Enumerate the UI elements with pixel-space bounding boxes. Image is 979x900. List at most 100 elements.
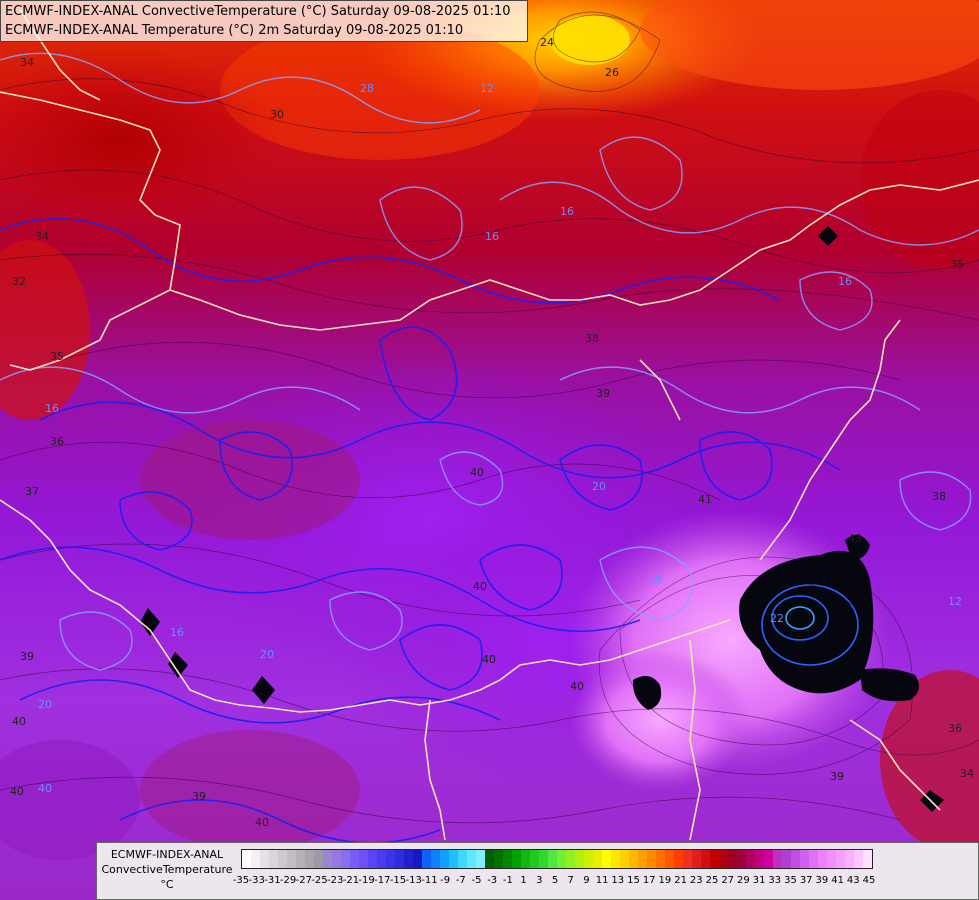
contour-label: 38 bbox=[932, 490, 946, 503]
legend-swatch bbox=[557, 850, 566, 868]
legend-swatch bbox=[755, 850, 764, 868]
legend-swatch bbox=[854, 850, 863, 868]
legend-swatch bbox=[314, 850, 323, 868]
contour-label: 16 bbox=[838, 275, 852, 288]
legend-swatch bbox=[800, 850, 809, 868]
legend-swatch bbox=[737, 850, 746, 868]
legend-swatch bbox=[764, 850, 773, 868]
legend-tick-label: -23 bbox=[327, 875, 344, 886]
legend-swatch bbox=[341, 850, 350, 868]
contour-label: 39 bbox=[20, 650, 34, 663]
legend-swatch bbox=[377, 850, 386, 868]
legend-swatch bbox=[449, 850, 458, 868]
legend-swatch bbox=[287, 850, 296, 868]
contour-label: 16 bbox=[170, 626, 184, 639]
contour-label: 37 bbox=[25, 485, 39, 498]
legend-swatch bbox=[422, 850, 431, 868]
legend-title-parameter: ConvectiveTemperature bbox=[101, 863, 233, 876]
contour-label: 30 bbox=[270, 108, 284, 121]
legend-tick-label: 5 bbox=[551, 875, 559, 886]
legend-tick-label: 13 bbox=[611, 875, 625, 886]
contour-label: 40 bbox=[470, 466, 484, 479]
legend-tick-label: 25 bbox=[705, 875, 719, 886]
contour-label: 36 bbox=[50, 435, 64, 448]
legend-swatch bbox=[440, 850, 449, 868]
legend-tick-label: 37 bbox=[799, 875, 813, 886]
legend-tick-label: -17 bbox=[374, 875, 391, 886]
legend-swatch bbox=[674, 850, 683, 868]
legend-swatch bbox=[719, 850, 728, 868]
header-temperature-line: ECMWF-INDEX-ANAL Temperature (°C) 2m Sat… bbox=[5, 23, 464, 38]
legend-swatch bbox=[404, 850, 413, 868]
contour-label: 38 bbox=[585, 332, 599, 345]
legend-swatch bbox=[467, 850, 476, 868]
legend-tick-label: 31 bbox=[752, 875, 766, 886]
contour-labels: 34 30 26 28 24 12 16 16 16 34 32 35 36 37 16 38 39 40 40 41… bbox=[10, 36, 974, 829]
map-header: ECMWF-INDEX-ANAL ConvectiveTemperature (… bbox=[0, 0, 528, 42]
legend-tick-label: 29 bbox=[737, 875, 750, 886]
legend-swatch bbox=[683, 850, 692, 868]
legend-swatch bbox=[269, 850, 278, 868]
contour-label: 22 bbox=[770, 612, 784, 625]
contour-label: 26 bbox=[605, 66, 619, 79]
legend-swatch bbox=[386, 850, 395, 868]
legend-tick-label: -1 bbox=[502, 875, 513, 886]
legend-swatch bbox=[296, 850, 305, 868]
contour-label: 39 bbox=[596, 387, 610, 400]
contour-label: 16 bbox=[560, 205, 574, 218]
legend-swatch bbox=[746, 850, 755, 868]
contour-label: 18 bbox=[648, 573, 662, 586]
legend-tick-label: -3 bbox=[487, 875, 498, 886]
contour-label: 34 bbox=[35, 230, 49, 243]
contour-label: 34 bbox=[20, 56, 34, 69]
legend-swatch bbox=[827, 850, 836, 868]
legend-unit: °C bbox=[160, 878, 174, 891]
color-legend: ECMWF-INDEX-ANAL ConvectiveTemperature °… bbox=[96, 842, 979, 900]
header-convective-line: ECMWF-INDEX-ANAL ConvectiveTemperature (… bbox=[5, 4, 511, 19]
legend-tick-label: 35 bbox=[784, 875, 797, 886]
legend-tick-label: -15 bbox=[389, 875, 407, 886]
legend-title: ECMWF-INDEX-ANAL ConvectiveTemperature °… bbox=[97, 847, 237, 892]
contour-label: 43 bbox=[848, 532, 862, 545]
legend-swatch bbox=[728, 850, 737, 868]
legend-swatch bbox=[611, 850, 620, 868]
contour-label: 35 bbox=[950, 258, 964, 271]
legend-tick-label: 15 bbox=[627, 875, 640, 886]
legend-tick-label: 7 bbox=[567, 875, 574, 886]
legend-swatch bbox=[818, 850, 827, 868]
legend-swatch bbox=[458, 850, 467, 868]
contour-label: 12 bbox=[480, 82, 494, 95]
contour-label: 20 bbox=[38, 698, 52, 711]
legend-swatch bbox=[809, 850, 818, 868]
legend-swatch bbox=[638, 850, 647, 868]
legend-swatch bbox=[629, 850, 638, 868]
contour-label: 12 bbox=[948, 595, 962, 608]
legend-swatch bbox=[701, 850, 710, 868]
contour-label: 39 bbox=[192, 790, 206, 803]
contour-label: 40 bbox=[255, 816, 269, 829]
legend-swatch bbox=[323, 850, 332, 868]
legend-swatch bbox=[395, 850, 404, 868]
legend-swatch bbox=[773, 850, 782, 868]
contour-label: 40 bbox=[473, 580, 487, 593]
legend-swatch bbox=[593, 850, 602, 868]
legend-tick-label: -35 bbox=[232, 875, 250, 886]
legend-tick-label: -5 bbox=[471, 875, 482, 886]
legend-swatch bbox=[647, 850, 656, 868]
legend-swatch bbox=[278, 850, 287, 868]
contour-label: 16 bbox=[45, 402, 59, 415]
legend-title-source: ECMWF-INDEX-ANAL bbox=[110, 848, 224, 861]
legend-swatch bbox=[503, 850, 512, 868]
legend-swatch bbox=[602, 850, 611, 868]
legend-swatch bbox=[836, 850, 845, 868]
legend-swatch bbox=[251, 850, 260, 868]
legend-swatch bbox=[368, 850, 377, 868]
legend-tick-label: 11 bbox=[595, 875, 609, 886]
legend-tick-label: -33 bbox=[248, 875, 265, 886]
legend-swatch bbox=[566, 850, 575, 868]
legend-swatch bbox=[782, 850, 791, 868]
contour-label: 20 bbox=[260, 648, 274, 661]
legend-tick-label: 39 bbox=[815, 875, 829, 886]
legend-swatch bbox=[431, 850, 440, 868]
